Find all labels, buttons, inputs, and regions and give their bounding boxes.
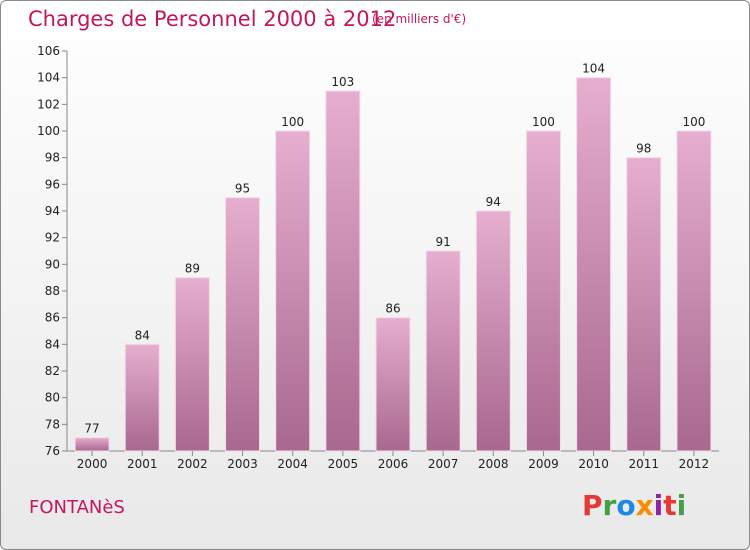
x-tick-label: 2001	[127, 457, 158, 471]
y-tick-label: 104	[37, 71, 60, 85]
x-tick-label: 2011	[628, 457, 659, 471]
x-tick-label: 2012	[679, 457, 710, 471]
x-tick-label: 2008	[478, 457, 509, 471]
y-tick-label: 84	[45, 337, 60, 351]
y-tick-label: 100	[37, 124, 60, 138]
x-tick-label: 2003	[227, 457, 258, 471]
bar-value-label: 104	[582, 62, 605, 76]
bar-value-label: 77	[84, 422, 99, 436]
logo-letter: i	[676, 489, 687, 522]
y-tick-label: 102	[37, 97, 60, 111]
y-tick-label: 86	[45, 311, 60, 325]
proxiti-logo: Proxiti	[582, 489, 686, 522]
bar-value-label: 89	[185, 262, 200, 276]
y-tick-label: 96	[45, 177, 60, 191]
bar	[225, 197, 261, 452]
logo-letter: i	[653, 489, 664, 522]
bar	[174, 277, 210, 452]
chart-subtitle: (en milliers d'€)	[372, 12, 467, 26]
x-tick-label: 2000	[77, 457, 108, 471]
x-tick-label: 2009	[528, 457, 559, 471]
bar	[325, 90, 361, 452]
bar-value-label: 86	[385, 302, 400, 316]
y-tick-label: 78	[45, 417, 60, 431]
logo-letter: t	[663, 489, 677, 522]
y-tick-label: 98	[45, 151, 60, 165]
chart-title: Charges de Personnel 2000 à 2012	[28, 7, 397, 31]
y-tick-label: 80	[45, 391, 60, 405]
x-tick-label: 2010	[578, 457, 609, 471]
bar	[375, 317, 411, 452]
bar	[74, 437, 110, 452]
bar-value-label: 91	[436, 235, 451, 249]
x-tick-label: 2007	[428, 457, 459, 471]
commune-name: FONTANèS	[29, 497, 125, 518]
bar	[124, 343, 160, 452]
bar	[676, 130, 712, 452]
logo-letter: P	[582, 489, 603, 522]
bar-value-label: 100	[682, 115, 705, 129]
logo-letter: r	[602, 489, 617, 522]
y-tick-label: 94	[45, 204, 60, 218]
y-tick-label: 106	[37, 44, 60, 58]
bar	[275, 130, 311, 452]
bar-value-label: 95	[235, 182, 250, 196]
bar	[525, 130, 561, 452]
bar-value-label: 98	[636, 142, 651, 156]
logo-letter: o	[616, 489, 636, 522]
bar-value-label: 103	[331, 75, 354, 89]
y-tick-label: 92	[45, 231, 60, 245]
y-tick-label: 82	[45, 364, 60, 378]
x-tick-label: 2004	[277, 457, 308, 471]
bar	[576, 77, 612, 452]
y-tick-label: 88	[45, 284, 60, 298]
x-tick-label: 2005	[328, 457, 359, 471]
logo-letter: x	[635, 489, 654, 522]
bar	[626, 157, 662, 452]
bar-value-label: 100	[532, 115, 555, 129]
bar-value-label: 84	[135, 328, 150, 342]
x-tick-label: 2006	[378, 457, 409, 471]
bar	[425, 250, 461, 452]
y-tick-label: 90	[45, 257, 60, 271]
bar	[475, 210, 511, 452]
y-tick-label: 76	[45, 444, 60, 458]
bar-value-label: 94	[486, 195, 501, 209]
bar-value-label: 100	[281, 115, 304, 129]
x-tick-label: 2002	[177, 457, 208, 471]
